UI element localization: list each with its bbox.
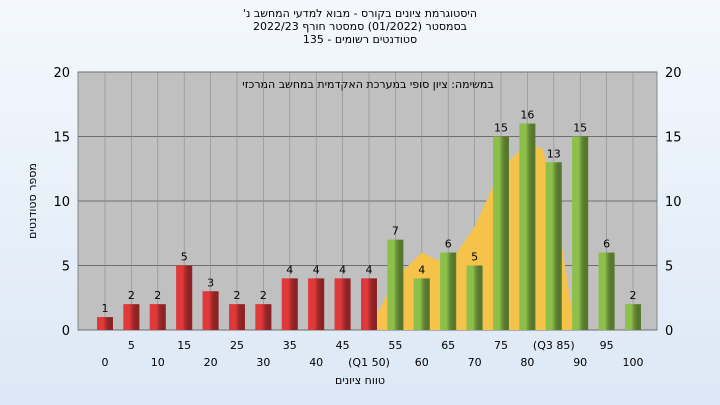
annotation: במשימה: ציון סופי במערכת האקדמית במחשב ה… — [242, 78, 493, 91]
x-tick-label: 65 — [441, 339, 455, 352]
bar-shade — [255, 304, 272, 330]
x-tick-label: 55 — [388, 339, 402, 352]
value-label: 4 — [418, 263, 425, 276]
x-axis-label: טווח ציונים — [335, 374, 385, 387]
value-label: 13 — [547, 147, 561, 160]
value-label: 5 — [471, 251, 478, 264]
value-label: 2 — [630, 289, 637, 302]
value-label: 4 — [339, 263, 346, 276]
y-tick-label: 20 — [53, 66, 70, 81]
bar-shade — [466, 265, 483, 330]
bar-shade — [308, 278, 325, 330]
value-label: 4 — [366, 263, 373, 276]
y-tick-label: 10 — [53, 195, 70, 210]
value-label: 4 — [313, 263, 320, 276]
x-tick-label: 40 — [309, 356, 323, 369]
x-tick-label: 15 — [177, 339, 191, 352]
y-tick-label: 0 — [62, 324, 70, 339]
value-label: 7 — [392, 225, 399, 238]
x-tick-label: 80 — [520, 356, 534, 369]
x-tick-label: 20 — [204, 356, 218, 369]
bar-shade — [281, 278, 298, 330]
bar-shade — [149, 304, 166, 330]
value-label: 5 — [181, 251, 188, 264]
bar-shade — [176, 265, 193, 330]
value-label: 4 — [286, 263, 293, 276]
chart-subtitle: בסמסטר (01/2022) סמסטר חורף 2022/23 — [253, 20, 467, 33]
bar-shade — [413, 278, 430, 330]
x-tick-label: 75 — [494, 339, 508, 352]
bar-shade — [123, 304, 140, 330]
x-tick-label: 45 — [336, 339, 350, 352]
y-axis-label: מספר סטודנטים — [26, 163, 39, 239]
bar-shade — [361, 278, 377, 330]
value-label: 6 — [445, 238, 452, 251]
x-tick-label: 30 — [256, 356, 270, 369]
value-label: 15 — [573, 122, 587, 135]
y-tick-label: 15 — [665, 131, 682, 146]
value-label: 6 — [603, 238, 610, 251]
x-tick-label: (Q1 50) — [348, 356, 390, 369]
x-tick-label: 95 — [600, 339, 614, 352]
y-tick-label: 5 — [62, 260, 70, 275]
x-tick-label: 70 — [468, 356, 482, 369]
value-label: 3 — [207, 276, 214, 289]
bar-shade — [387, 239, 404, 330]
bar-shade — [598, 252, 615, 330]
value-label: 2 — [260, 289, 267, 302]
y-tick-label: 0 — [665, 324, 673, 339]
x-tick-label: 100 — [623, 356, 644, 369]
bar-shade — [625, 304, 641, 330]
bar-shade — [493, 136, 509, 330]
bar-shade — [572, 136, 589, 330]
bar-shade — [440, 252, 457, 330]
bar-shade — [229, 304, 245, 330]
x-tick-label: 90 — [573, 356, 587, 369]
bar-shade — [545, 162, 562, 330]
x-tick-label: 5 — [128, 339, 135, 352]
bar-shade — [202, 291, 219, 330]
value-label: 1 — [102, 302, 109, 315]
x-tick-label: 25 — [230, 339, 244, 352]
value-label: 2 — [234, 289, 241, 302]
x-tick-label: 60 — [415, 356, 429, 369]
bar-shade — [519, 123, 536, 330]
value-label: 2 — [154, 289, 161, 302]
x-tick-label: 10 — [151, 356, 165, 369]
x-tick-label: 35 — [283, 339, 297, 352]
value-label: 2 — [128, 289, 135, 302]
y-tick-label: 15 — [53, 131, 70, 146]
value-label: 15 — [494, 122, 508, 135]
bar-shade — [97, 317, 113, 330]
x-tick-label: (Q3 85) — [533, 339, 575, 352]
value-label: 16 — [520, 109, 534, 122]
chart-subtitle: סטודנטים רשומים - 135 — [303, 33, 417, 46]
y-tick-label: 20 — [665, 66, 682, 81]
bar-shade — [334, 278, 351, 330]
y-tick-label: 10 — [665, 195, 682, 210]
y-tick-label: 5 — [665, 260, 673, 275]
chart-title: היסטוגרמת ציונים בקורס - מבוא למדעי המחש… — [243, 7, 477, 20]
x-tick-label: 0 — [102, 356, 109, 369]
